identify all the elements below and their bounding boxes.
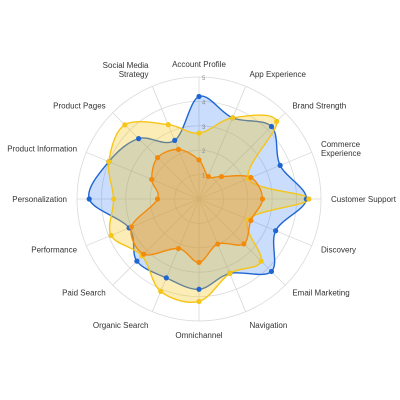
series-3-point — [248, 174, 254, 181]
series-1-point — [134, 258, 140, 264]
category-label: Email Marketing — [292, 288, 349, 297]
category-label: Brand Strength — [292, 102, 346, 111]
category-label: Omnichannel — [175, 331, 222, 340]
series-2-point — [227, 270, 233, 276]
spoke-line — [86, 198, 200, 247]
series-2-point — [106, 159, 112, 165]
series-2-point — [258, 258, 264, 264]
series-1-point — [277, 162, 283, 168]
series-1-point — [196, 286, 202, 292]
tick-label: 2 — [202, 149, 206, 155]
category-label: Performance — [31, 246, 77, 255]
series-3-point — [128, 224, 134, 230]
category-labels: Account Profile App Experience Brand Stren… — [7, 60, 396, 340]
series-3-point — [205, 173, 211, 180]
series-3-point — [154, 154, 161, 161]
spoke-line — [112, 198, 200, 286]
series-3-point — [218, 173, 225, 180]
category-label: Product Information — [7, 144, 77, 153]
series-2-point — [108, 232, 114, 239]
spoke-line — [198, 198, 247, 312]
series-1-point — [86, 196, 92, 202]
category-label: Navigation — [250, 321, 288, 330]
spoke-line — [198, 86, 247, 200]
series-3-point — [175, 245, 182, 252]
series-2-point — [111, 196, 117, 202]
series-2-point — [165, 122, 171, 128]
series-3-point — [175, 146, 182, 153]
series-2-point — [196, 298, 202, 305]
spoke-line — [86, 151, 200, 200]
series-3-point — [215, 241, 221, 247]
category-label: Account Profile — [172, 60, 226, 69]
series-1-point — [273, 228, 279, 234]
tick-label: 1 — [202, 174, 206, 180]
category-label: Discovery — [321, 246, 356, 255]
category-label: Organic Search — [93, 321, 149, 330]
category-label: Paid Search — [62, 288, 106, 297]
category-label: Commerce Experience — [321, 140, 362, 158]
series-3-point — [141, 251, 147, 257]
series-1-point — [268, 268, 275, 275]
series-1-point — [268, 123, 275, 130]
series-2-point — [158, 288, 164, 295]
tick-label: 3 — [202, 125, 206, 131]
category-label: App Experience — [250, 70, 307, 79]
category-label: Personalization — [12, 195, 67, 204]
series-2-point — [196, 130, 202, 136]
series-3-point — [196, 259, 202, 266]
series-3-point — [248, 217, 254, 224]
series-3-point — [259, 196, 266, 202]
series-1-point — [172, 137, 178, 143]
tick-label: 5 — [202, 76, 206, 82]
series-1-point — [163, 275, 169, 281]
spoke-line — [198, 151, 312, 200]
category-label: Product Pages — [53, 102, 105, 111]
series-2-point — [306, 196, 312, 202]
series-2-point — [122, 122, 128, 128]
tick-label: 4 — [202, 100, 206, 106]
spoke-line — [198, 198, 312, 247]
series-1-point — [136, 136, 142, 142]
series-3-point — [196, 157, 202, 163]
category-label: Social Media Strategy — [103, 61, 149, 79]
series-3-point — [154, 196, 161, 202]
series-2-points — [106, 115, 312, 305]
series-3-point — [149, 176, 155, 182]
category-label: Customer Support — [331, 195, 397, 204]
series-3-points — [128, 146, 266, 266]
series-3-point — [241, 241, 247, 247]
series-2-point — [274, 118, 280, 124]
series-2-point — [230, 115, 236, 121]
series-1-point — [196, 93, 202, 100]
